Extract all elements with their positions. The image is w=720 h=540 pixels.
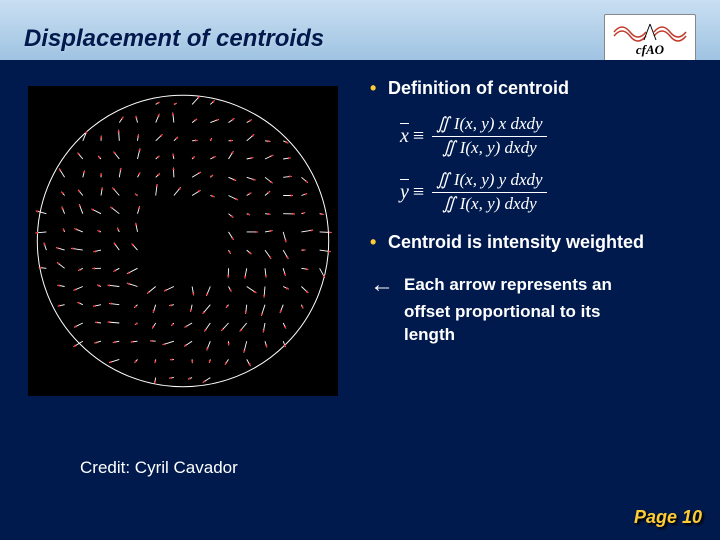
bullet-list: Definition of centroid x ≡ ∬ I(x, y) x d… (370, 78, 700, 347)
logo-text: cfAO (636, 42, 664, 58)
bullet-intensity: Centroid is intensity weighted (370, 232, 700, 253)
eq-ybar-var: y (400, 181, 409, 203)
slide-title: Displacement of centroids (24, 25, 324, 53)
eq-xbar-num: ∬ I(x, y) x dxdy (432, 115, 546, 134)
vector-field-figure (28, 86, 338, 396)
bullet-definition: Definition of centroid (370, 78, 700, 99)
arrow-caption: ← Each arrow represents an offset proport… (370, 269, 700, 347)
cfao-logo: cfAO (604, 14, 696, 64)
arrow-text-1: Each arrow represents an (404, 275, 612, 294)
eq-xbar-den: ∬ I(x, y) dxdy (438, 139, 541, 158)
page-number: Page 10 (634, 507, 702, 528)
arrow-text-3: length (404, 324, 455, 347)
eq-ybar-den: ∬ I(x, y) dxdy (438, 195, 541, 214)
equation-ybar: y ≡ ∬ I(x, y) y dxdy ∬ I(x, y) dxdy (400, 171, 700, 213)
title-rule (22, 60, 698, 64)
content-area: Credit: Cyril Cavador Definition of cent… (0, 78, 720, 540)
left-arrow-icon: ← (370, 269, 394, 301)
eq-xbar-var: x (400, 125, 409, 147)
logo-waves-icon (610, 20, 690, 44)
figure-credit: Credit: Cyril Cavador (80, 458, 238, 478)
equation-xbar: x ≡ ∬ I(x, y) x dxdy ∬ I(x, y) dxdy (400, 115, 700, 157)
eq-ybar-num: ∬ I(x, y) y dxdy (432, 171, 546, 190)
arrow-text-2: offset proportional to its (404, 301, 600, 324)
equation-block: x ≡ ∬ I(x, y) x dxdy ∬ I(x, y) dxdy y ≡ … (400, 115, 700, 214)
eq-equiv: ≡ (413, 181, 424, 204)
eq-equiv: ≡ (413, 125, 424, 148)
